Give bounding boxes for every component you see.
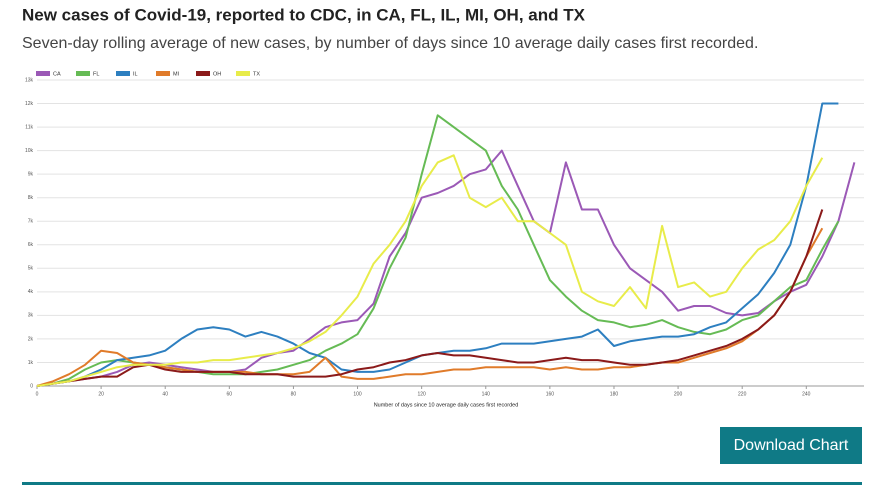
y-tick-label: 13k xyxy=(25,77,34,83)
chart-title: New cases of Covid-19, reported to CDC, … xyxy=(22,5,586,24)
legend-swatch xyxy=(236,71,250,76)
series-line xyxy=(36,154,824,387)
x-tick-label: 60 xyxy=(227,391,233,397)
divider xyxy=(22,482,862,485)
y-tick-label: 7k xyxy=(28,219,34,225)
x-axis-label: Number of days since 10 average daily ca… xyxy=(374,402,519,408)
y-tick-label: 3k xyxy=(28,313,34,319)
y-tick-label: 1k xyxy=(28,360,34,366)
y-tick-label: 4k xyxy=(28,289,34,295)
legend-label: OH xyxy=(213,71,221,77)
legend-swatch xyxy=(156,71,170,76)
legend-label: CA xyxy=(53,71,61,77)
legend-swatch xyxy=(196,71,210,76)
x-tick-label: 100 xyxy=(353,391,362,397)
y-tick-label: 11k xyxy=(25,124,33,130)
y-tick-label: 12k xyxy=(25,101,34,107)
chart: New cases of Covid-19, reported to CDC, … xyxy=(22,5,864,408)
legend-swatch xyxy=(36,71,50,76)
y-tick-label: 6k xyxy=(28,242,34,248)
x-tick-label: 180 xyxy=(610,391,619,397)
y-tick-label: 10k xyxy=(25,148,34,154)
x-tick-label: 160 xyxy=(546,391,555,397)
series-line xyxy=(36,227,824,387)
series-line xyxy=(36,114,840,387)
download-chart-button[interactable]: Download Chart xyxy=(720,427,862,464)
x-tick-label: 200 xyxy=(674,391,683,397)
x-tick-label: 220 xyxy=(738,391,747,397)
x-tick-label: 20 xyxy=(98,391,104,397)
x-tick-label: 40 xyxy=(162,391,168,397)
y-tick-label: 8k xyxy=(28,195,34,201)
series-line xyxy=(36,209,824,387)
legend-label: MI xyxy=(173,71,180,77)
x-tick-label: 0 xyxy=(36,391,39,397)
legend-swatch xyxy=(116,71,130,76)
legend-swatch xyxy=(76,71,90,76)
series-line xyxy=(36,149,856,387)
y-tick-label: 0 xyxy=(30,383,33,389)
legend-label: IL xyxy=(133,71,138,77)
legend-label: TX xyxy=(253,71,260,77)
y-tick-label: 2k xyxy=(28,336,34,342)
y-tick-label: 9k xyxy=(28,171,34,177)
x-tick-label: 140 xyxy=(482,391,491,397)
x-tick-label: 120 xyxy=(417,391,426,397)
y-tick-label: 5k xyxy=(28,266,34,272)
chart-subtitle: Seven-day rolling average of new cases, … xyxy=(22,35,758,52)
x-tick-label: 80 xyxy=(291,391,297,397)
x-tick-label: 240 xyxy=(802,391,811,397)
legend-label: FL xyxy=(93,71,99,77)
